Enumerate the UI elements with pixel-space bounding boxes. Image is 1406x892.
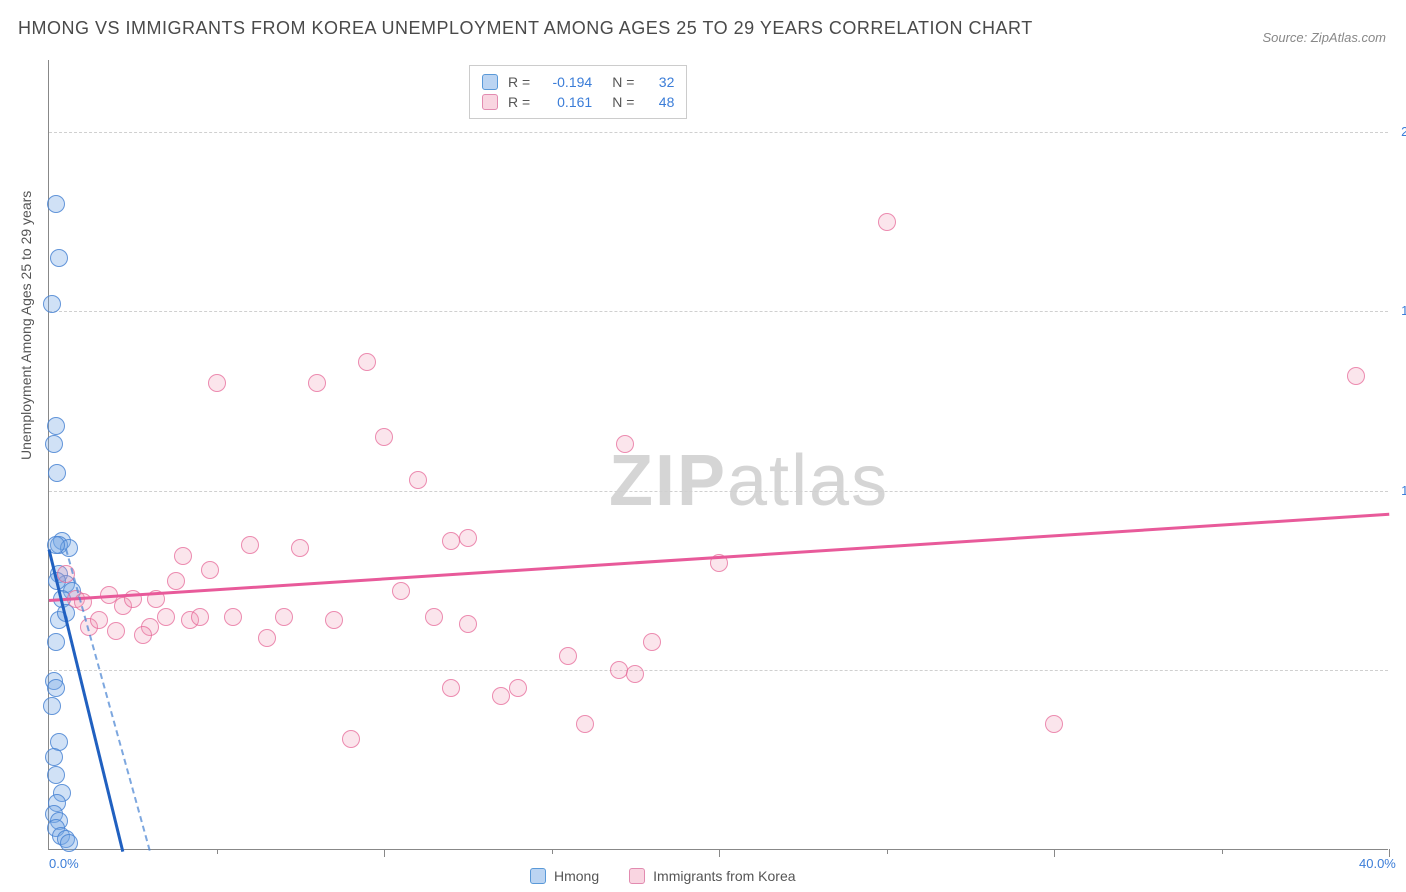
data-point-korea: [509, 679, 527, 697]
data-point-korea: [107, 622, 125, 640]
legend-swatch: [482, 74, 498, 90]
data-point-hmong: [45, 748, 63, 766]
source-attribution: Source: ZipAtlas.com: [1262, 30, 1386, 45]
legend-n-label: N =: [612, 94, 634, 110]
data-point-korea: [610, 661, 628, 679]
data-point-korea: [425, 608, 443, 626]
data-point-korea: [559, 647, 577, 665]
data-point-korea: [442, 679, 460, 697]
legend-r-value: 0.161: [540, 94, 592, 110]
legend-r-label: R =: [508, 94, 530, 110]
y-tick-label: 10.0%: [1401, 483, 1406, 498]
legend-swatch: [530, 868, 546, 884]
data-point-korea: [201, 561, 219, 579]
series-legend-item: Hmong: [530, 868, 599, 884]
data-point-korea: [308, 374, 326, 392]
data-point-korea: [442, 532, 460, 550]
legend-row: R = -0.194 N = 32: [482, 72, 674, 92]
data-point-korea: [878, 213, 896, 231]
data-point-korea: [358, 353, 376, 371]
data-point-korea: [258, 629, 276, 647]
data-point-hmong: [48, 464, 66, 482]
gridline-horizontal: [49, 491, 1388, 492]
y-tick-label: 15.0%: [1401, 303, 1406, 318]
watermark: ZIPatlas: [609, 440, 889, 522]
legend-n-label: N =: [612, 74, 634, 90]
tick-vertical-minor: [1222, 849, 1223, 854]
data-point-korea: [576, 715, 594, 733]
gridline-horizontal: [49, 311, 1388, 312]
data-point-korea: [167, 572, 185, 590]
data-point-korea: [626, 665, 644, 683]
series-legend: Hmong Immigrants from Korea: [530, 868, 796, 884]
data-point-korea: [191, 608, 209, 626]
x-tick-label: 0.0%: [49, 856, 79, 871]
data-point-korea: [157, 608, 175, 626]
data-point-korea: [459, 615, 477, 633]
data-point-korea: [643, 633, 661, 651]
legend-r-label: R =: [508, 74, 530, 90]
data-point-hmong: [47, 766, 65, 784]
chart-container: Unemployment Among Ages 25 to 29 years Z…: [48, 60, 1388, 850]
data-point-korea: [208, 374, 226, 392]
legend-n-value: 48: [644, 94, 674, 110]
tick-vertical-minor: [217, 849, 218, 854]
legend-swatch: [629, 868, 645, 884]
data-point-hmong: [47, 679, 65, 697]
data-point-korea: [134, 626, 152, 644]
data-point-hmong: [47, 633, 65, 651]
y-tick-label: 20.0%: [1401, 124, 1406, 139]
data-point-korea: [1045, 715, 1063, 733]
data-point-korea: [459, 529, 477, 547]
data-point-hmong: [45, 435, 63, 453]
data-point-hmong: [47, 417, 65, 435]
data-point-hmong: [60, 834, 78, 852]
data-point-korea: [325, 611, 343, 629]
data-point-korea: [224, 608, 242, 626]
data-point-korea: [409, 471, 427, 489]
legend-r-value: -0.194: [540, 74, 592, 90]
gridline-horizontal: [49, 670, 1388, 671]
gridline-horizontal: [49, 132, 1388, 133]
tick-vertical-minor: [887, 849, 888, 854]
data-point-korea: [291, 539, 309, 557]
series-label: Hmong: [554, 868, 599, 884]
data-point-korea: [275, 608, 293, 626]
tick-vertical: [1054, 849, 1055, 857]
data-point-korea: [375, 428, 393, 446]
data-point-hmong: [50, 249, 68, 267]
x-tick-label: 40.0%: [1359, 856, 1396, 871]
series-label: Immigrants from Korea: [653, 868, 795, 884]
data-point-korea: [241, 536, 259, 554]
y-axis-title: Unemployment Among Ages 25 to 29 years: [18, 191, 34, 460]
correlation-legend: R = -0.194 N = 32 R = 0.161 N = 48: [469, 65, 687, 119]
legend-swatch: [482, 94, 498, 110]
data-point-korea: [90, 611, 108, 629]
tick-vertical: [384, 849, 385, 857]
data-point-hmong: [43, 697, 61, 715]
data-point-hmong: [47, 195, 65, 213]
data-point-korea: [492, 687, 510, 705]
data-point-korea: [392, 582, 410, 600]
tick-vertical-minor: [552, 849, 553, 854]
data-point-korea: [174, 547, 192, 565]
trend-line-korea: [49, 512, 1389, 601]
data-point-korea: [1347, 367, 1365, 385]
legend-n-value: 32: [644, 74, 674, 90]
series-legend-item: Immigrants from Korea: [629, 868, 795, 884]
legend-row: R = 0.161 N = 48: [482, 92, 674, 112]
data-point-korea: [342, 730, 360, 748]
plot-area: ZIPatlas R =-0.194N =32R =0.161N =48 5.0…: [48, 60, 1388, 850]
data-point-korea: [616, 435, 634, 453]
data-point-hmong: [43, 295, 61, 313]
chart-title: HMONG VS IMMIGRANTS FROM KOREA UNEMPLOYM…: [18, 18, 1033, 39]
tick-vertical: [719, 849, 720, 857]
